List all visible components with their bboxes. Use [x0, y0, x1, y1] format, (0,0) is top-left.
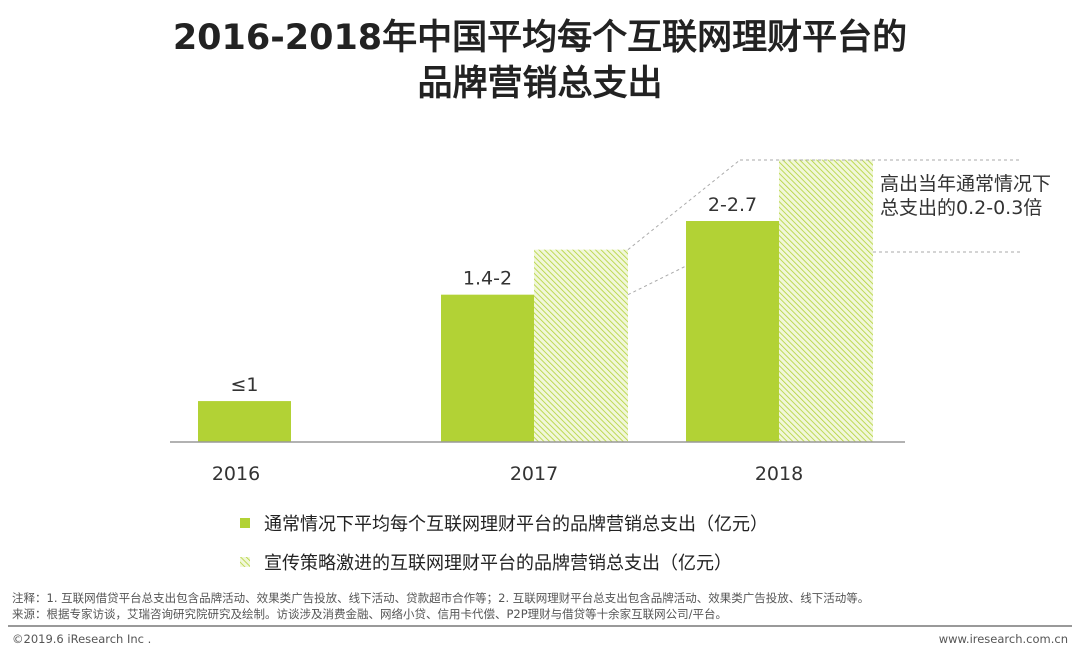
x-tick-label-2017: 2017: [510, 463, 558, 485]
bar-value-label-2017: 1.4-2: [463, 268, 512, 290]
divider: [8, 625, 1072, 627]
x-tick-label-2018: 2018: [755, 463, 803, 485]
bar-normal-2017: [441, 294, 534, 442]
annotation-line2: 总支出的0.2-0.3倍: [880, 197, 1043, 219]
legend-swatch-solid: [240, 518, 250, 528]
bar-aggressive-2018: [779, 159, 873, 442]
bar-value-label-2016: ≤1: [230, 374, 258, 396]
footnote: 注释：1. 互联网借贷平台总支出包含品牌活动、效果类广告投放、线下活动、贷款超市…: [12, 591, 870, 605]
bar-chart: ≤1 2016 1.4-2 2017 2-2.7 2018: [170, 159, 1020, 485]
bar-value-label-2018: 2-2.7: [708, 194, 757, 216]
bar-aggressive-2017: [534, 249, 628, 442]
x-tick-label-2016: 2016: [212, 463, 260, 485]
legend-swatch-hatched: [240, 557, 250, 567]
website: www.iresearch.com.cn: [938, 632, 1068, 646]
legend-item-normal: 通常情况下平均每个互联网理财平台的品牌营销总支出（亿元）: [240, 510, 768, 536]
legend-label: 宣传策略激进的互联网理财平台的品牌营销总支出（亿元）: [264, 553, 732, 574]
chart-title-line1: 2016-2018年中国平均每个互联网理财平台的: [172, 18, 908, 58]
bar-normal-2018: [686, 221, 779, 442]
connector-line: [627, 265, 687, 296]
bar-normal-2016: [198, 401, 291, 442]
copyright: ©2019.6 iResearch Inc .: [12, 632, 152, 646]
chart-title-line2: 品牌营销总支出: [417, 64, 663, 104]
legend-item-aggressive: 宣传策略激进的互联网理财平台的品牌营销总支出（亿元）: [240, 549, 732, 575]
annotation-line1: 高出当年通常情况下: [880, 173, 1052, 195]
legend-label: 通常情况下平均每个互联网理财平台的品牌营销总支出（亿元）: [264, 514, 768, 535]
source-note: 来源：根据专家访谈，艾瑞咨询研究院研究及绘制。访谈涉及消费金融、网络小贷、信用卡…: [12, 607, 728, 621]
